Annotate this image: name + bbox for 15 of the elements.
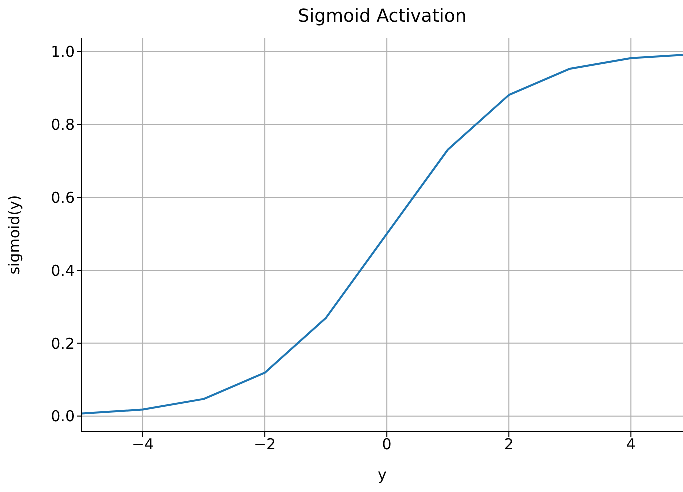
line-series [82,54,683,415]
y-tick-label: 1.0 [51,43,75,62]
x-tick-label: 4 [626,436,636,454]
y-tick-label: 0.8 [51,116,75,134]
x-tick-label: 0 [382,436,392,454]
y-tick-label: 0.6 [51,188,75,207]
chart-title: Sigmoid Activation [297,6,468,27]
y-axis-title: sigmoid(y) [5,195,24,275]
x-tick-label: −4 [132,436,154,454]
x-axis-title: y [378,466,388,484]
x-tick-label: −2 [254,436,276,454]
x-tick-label: 2 [504,436,514,454]
y-tick-label: 0.2 [51,334,75,353]
y-tick-label: 0.0 [51,408,75,426]
y-tick-label: 0.4 [51,262,75,280]
